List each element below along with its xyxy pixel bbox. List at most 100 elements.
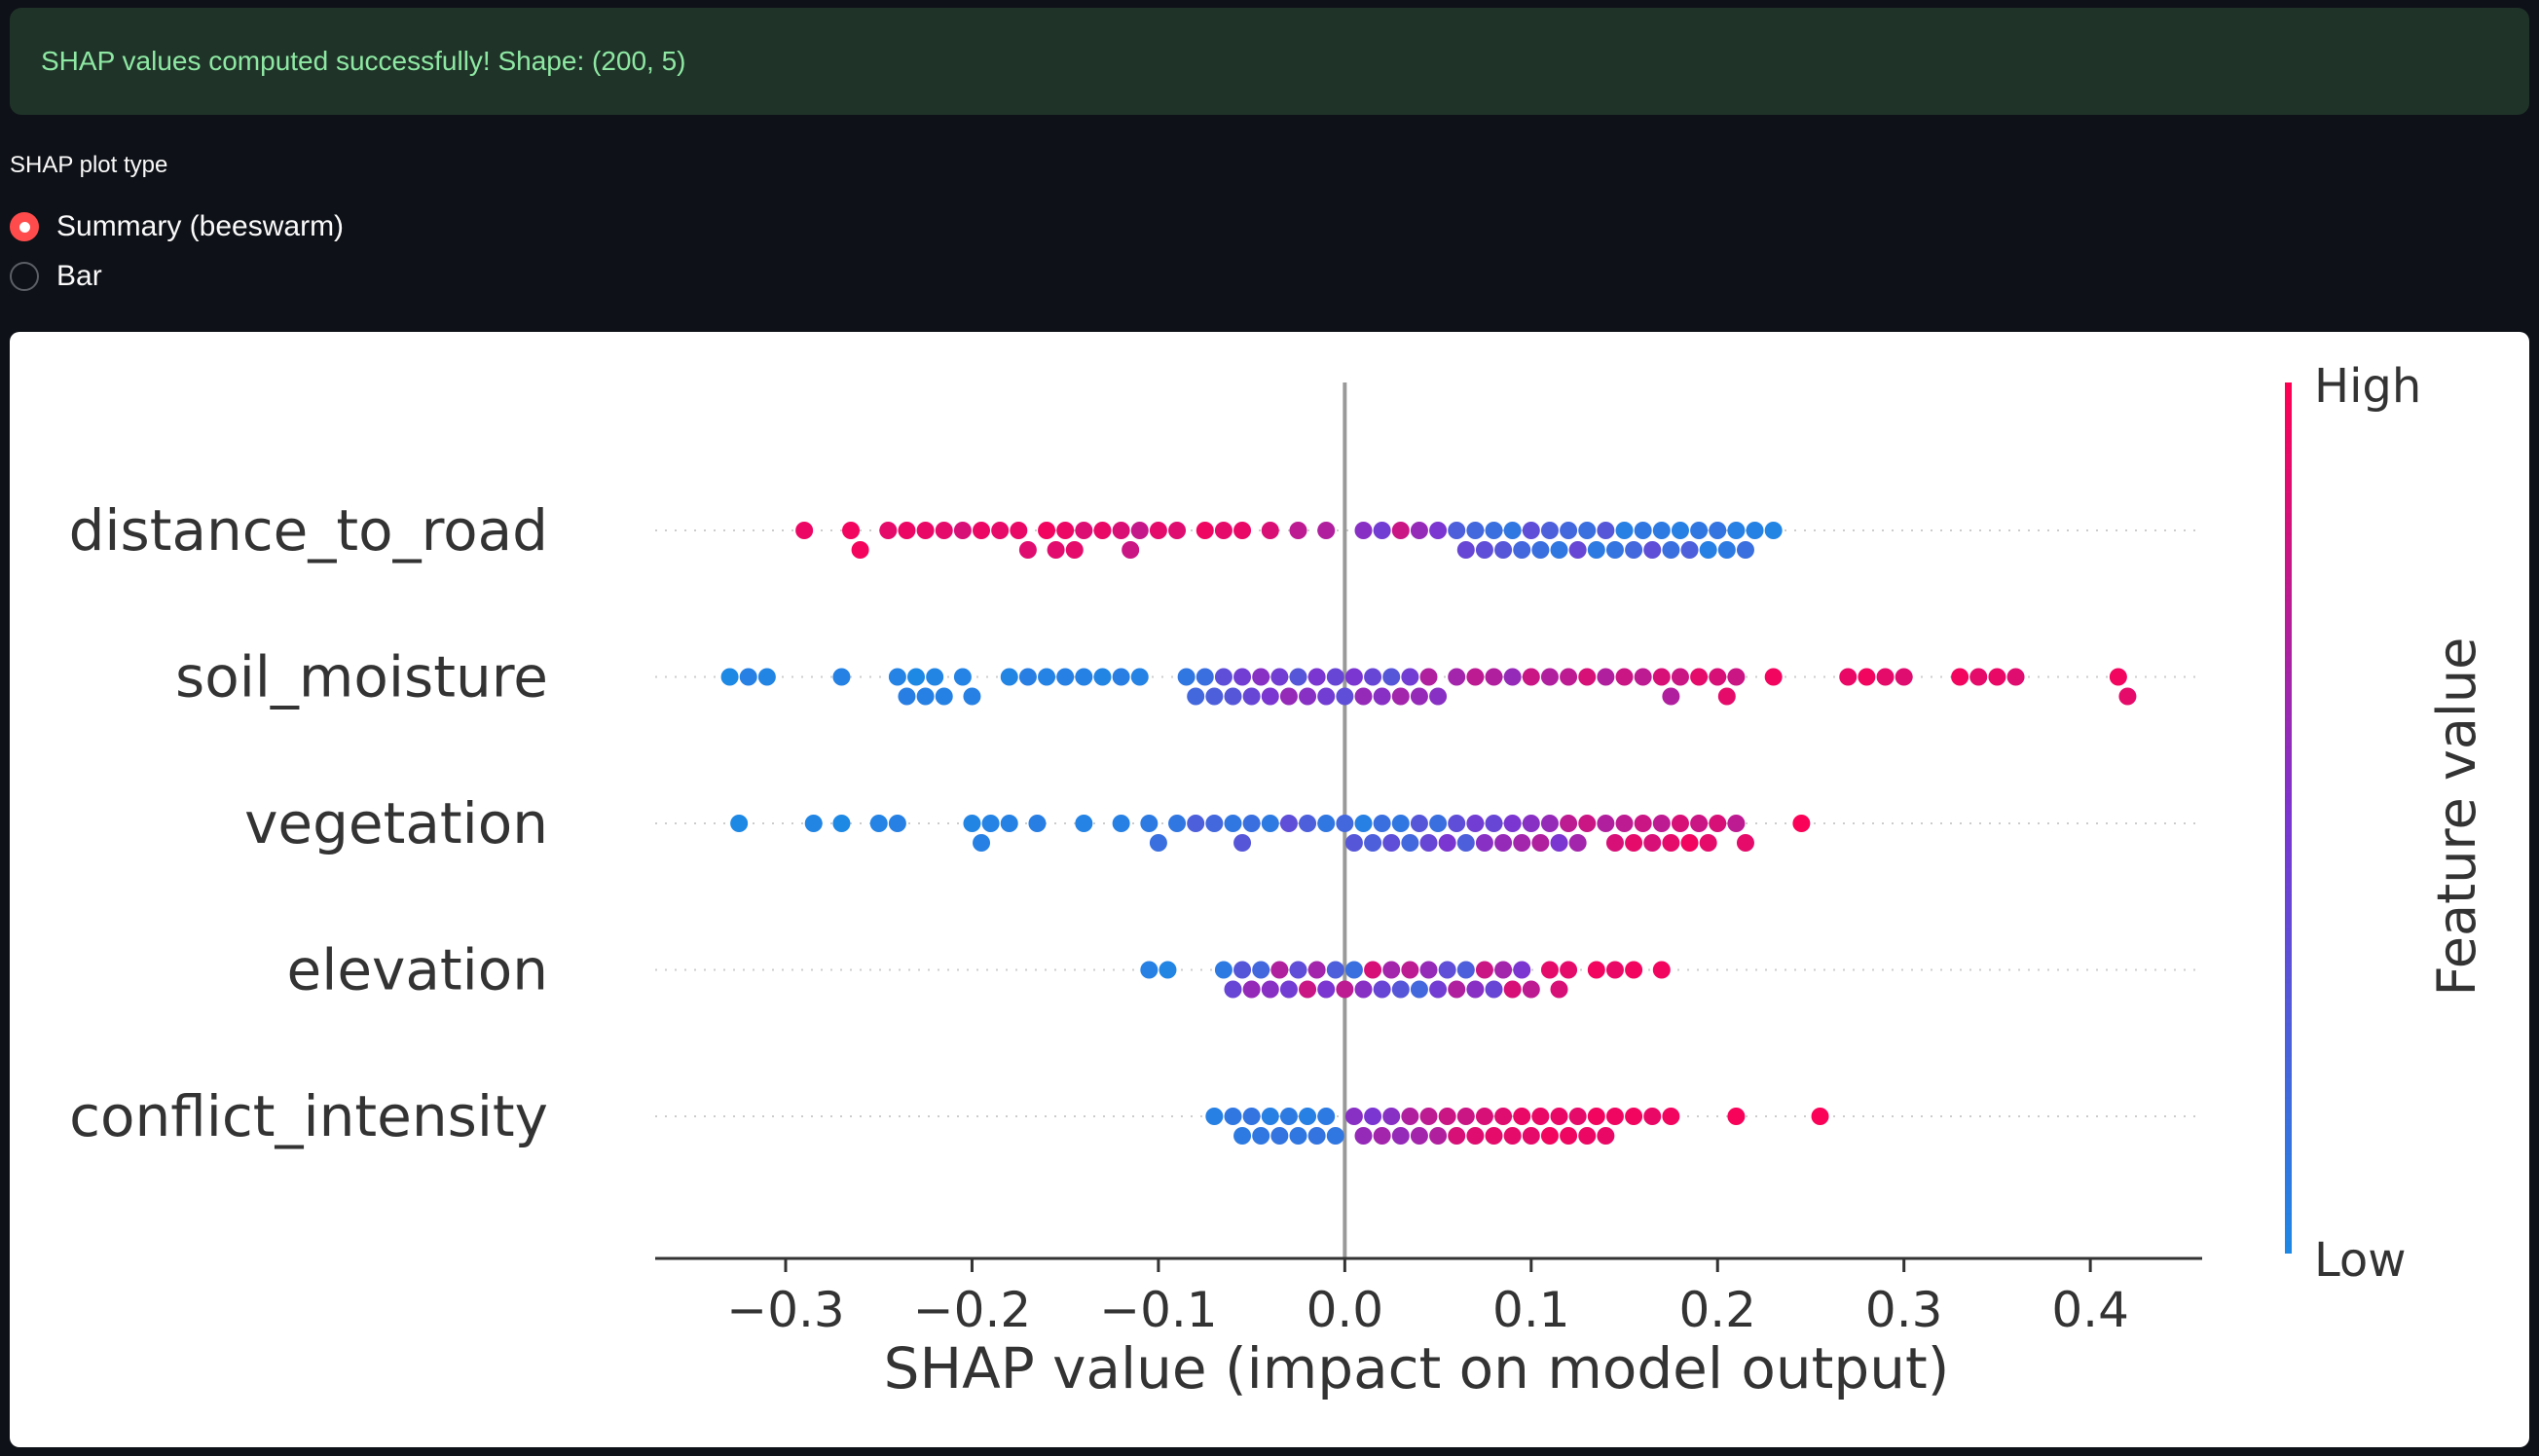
shap-point	[916, 687, 935, 706]
shap-point	[1652, 522, 1671, 539]
shap-point	[1625, 1108, 1643, 1125]
shap-point	[1466, 668, 1485, 686]
shap-point	[1540, 1127, 1559, 1145]
shap-point	[1354, 815, 1373, 832]
shap-point	[879, 522, 898, 539]
shap-point	[1307, 1127, 1326, 1145]
x-ticks: −0.3 −0.2 −0.1 0.0 0.1 0.2 0.3 0.4	[726, 1258, 2129, 1338]
shap-point	[1699, 834, 1717, 852]
shap-point	[1550, 541, 1568, 559]
shap-point	[1475, 541, 1493, 559]
shap-point	[1168, 522, 1187, 539]
shap-point	[1578, 668, 1597, 686]
shap-point	[1671, 668, 1689, 686]
shap-point	[1233, 522, 1252, 539]
shap-point	[1401, 961, 1419, 979]
shap-point	[1018, 668, 1037, 686]
shap-point	[1466, 980, 1485, 999]
shap-point	[1597, 815, 1615, 832]
shap-point	[1634, 815, 1652, 832]
shap-point	[1494, 1108, 1513, 1125]
shap-point	[1625, 961, 1643, 979]
shap-point	[1233, 1127, 1252, 1145]
shap-point	[1270, 961, 1289, 979]
shap-point	[2118, 687, 2137, 706]
shap-point	[1000, 668, 1018, 686]
shap-point	[1522, 815, 1540, 832]
shap-point	[1261, 687, 1279, 706]
shap-point	[1438, 834, 1456, 852]
shap-point	[1344, 668, 1363, 686]
shap-point	[1354, 687, 1373, 706]
shap-point	[1252, 961, 1270, 979]
shap-point	[1466, 1127, 1485, 1145]
shap-point	[1429, 522, 1448, 539]
plot-type-label: SHAP plot type	[10, 152, 168, 178]
shap-point	[1448, 980, 1466, 999]
shap-point	[1522, 668, 1540, 686]
shap-point	[1709, 668, 1727, 686]
radio-selected-icon	[10, 212, 39, 241]
shap-point	[1605, 961, 1624, 979]
shap-point	[1205, 1108, 1224, 1125]
shap-point	[1671, 815, 1689, 832]
shap-point	[1560, 961, 1578, 979]
shap-point	[1317, 522, 1336, 539]
shap-point	[1233, 834, 1252, 852]
shap-point	[1597, 1127, 1615, 1145]
shap-point	[1224, 815, 1242, 832]
shap-point	[1317, 815, 1336, 832]
shap-point	[1587, 1108, 1605, 1125]
shap-point	[1344, 961, 1363, 979]
shap-point	[1858, 668, 1876, 686]
shap-point	[1597, 668, 1615, 686]
shap-point	[1261, 1108, 1279, 1125]
shap-point	[1456, 834, 1475, 852]
shap-point	[1299, 687, 1317, 706]
shap-point	[1605, 541, 1624, 559]
shap-point	[1895, 668, 1913, 686]
shap-point	[1531, 834, 1550, 852]
shap-point	[1187, 687, 1205, 706]
shap-point	[1336, 980, 1354, 999]
shap-point	[1159, 961, 1177, 979]
shap-point	[1391, 815, 1410, 832]
shap-point	[1522, 522, 1540, 539]
shap-point	[1625, 834, 1643, 852]
shap-point	[1252, 1127, 1270, 1145]
shap-point	[1662, 834, 1680, 852]
shap-point	[1448, 1127, 1466, 1145]
colorbar-high-label: High	[2314, 359, 2421, 414]
shap-point	[1205, 687, 1224, 706]
shap-point	[1010, 522, 1028, 539]
shap-point	[1503, 522, 1522, 539]
shap-point	[1317, 1108, 1336, 1125]
shap-point	[888, 668, 906, 686]
shap-point	[1550, 1108, 1568, 1125]
shap-point	[1354, 522, 1373, 539]
shap-point	[1494, 834, 1513, 852]
x-axis-label: SHAP value (impact on model output)	[884, 1335, 1950, 1401]
shap-point	[898, 687, 916, 706]
shap-point	[1727, 668, 1746, 686]
radio-summary-beeswarm[interactable]: Summary (beeswarm)	[10, 210, 344, 243]
shap-point	[1391, 687, 1410, 706]
shap-point	[963, 815, 981, 832]
x-tick-label: 0.4	[2051, 1282, 2129, 1338]
shap-point	[1289, 961, 1307, 979]
shap-point	[1364, 668, 1382, 686]
radio-bar[interactable]: Bar	[10, 260, 102, 293]
shap-point	[1625, 541, 1643, 559]
shap-point	[1233, 668, 1252, 686]
shap-point	[981, 815, 1000, 832]
shap-point	[1299, 980, 1317, 999]
shap-point	[1485, 522, 1503, 539]
shap-point	[1112, 668, 1130, 686]
shap-point	[1401, 834, 1419, 852]
shap-point	[1224, 687, 1242, 706]
shap-point	[1503, 1127, 1522, 1145]
shap-point	[1214, 522, 1233, 539]
shap-point	[1344, 1108, 1363, 1125]
shap-point	[1326, 961, 1344, 979]
shap-point	[1299, 1108, 1317, 1125]
